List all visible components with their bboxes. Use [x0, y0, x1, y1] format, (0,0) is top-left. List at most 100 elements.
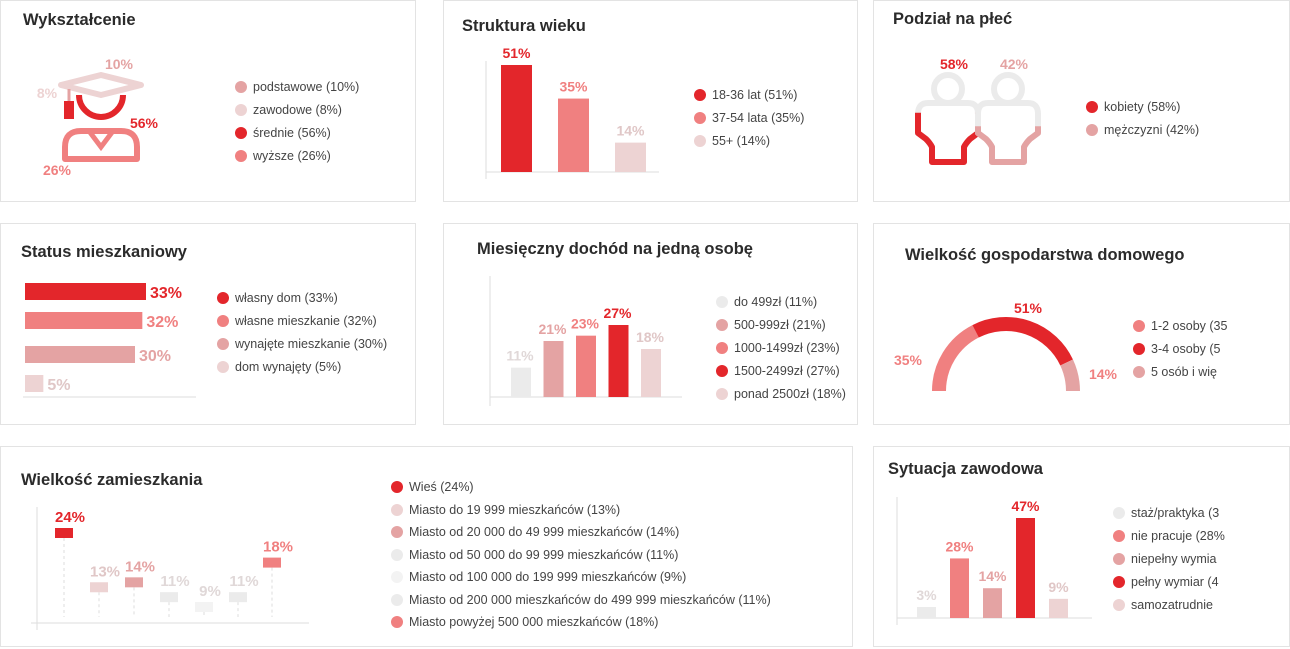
household-chart: 35% 51% 14% [894, 300, 1118, 392]
legend-label: nie pracuje (28% [1131, 529, 1225, 543]
income-chart: 11%21% 23%27%18% [489, 276, 682, 406]
gender-title: Podział na płeć [893, 10, 1013, 28]
legend-dot [391, 593, 403, 606]
data-label: 56% [130, 115, 159, 131]
cap-tassel [64, 101, 74, 119]
legend-label: 37-54 lata (35%) [712, 111, 805, 125]
data-label: 21% [538, 321, 567, 337]
marker [90, 582, 108, 593]
legend-label: 3-4 osoby (5 [1151, 342, 1221, 356]
education-chart: 10% 8% 56% 26% [37, 56, 159, 178]
data-label: 14% [125, 558, 155, 575]
legend-label: 55+ (14%) [712, 134, 771, 148]
data-label: 28% [945, 538, 974, 554]
bar [25, 346, 135, 363]
legend-dot [391, 548, 403, 561]
legend-dot [716, 388, 728, 400]
job-chart: 3% 28%14% 47% 9% [896, 497, 1092, 625]
person-head [931, 72, 965, 106]
legend-dot [716, 296, 728, 308]
legend-dot [391, 571, 403, 583]
legend-label: 5 osób i wię [1151, 365, 1218, 379]
legend-dot [391, 481, 403, 493]
legend-label: Miasto od 20 000 do 49 999 mieszkańców (… [409, 525, 680, 539]
legend-label: Wieś (24%) [409, 480, 474, 494]
legend-dot [1113, 599, 1125, 611]
bar [25, 283, 146, 300]
legend-dot [217, 338, 229, 350]
donut-segment [1060, 359, 1080, 392]
legend-label: Miasto od 50 000 do 99 999 mieszkańców (… [409, 547, 679, 562]
legend-dot [1133, 343, 1145, 355]
data-label: 33% [150, 285, 182, 302]
legend-label: zawodowe (8%) [253, 103, 342, 117]
bar [983, 588, 1002, 618]
bar [950, 558, 969, 618]
data-label: 11% [229, 573, 258, 590]
data-label: 10% [105, 56, 134, 72]
data-label: 32% [146, 314, 178, 331]
person-icon [915, 72, 981, 165]
housing-card: Status mieszkaniowy 33% 32% 30% 5% własny d… [0, 223, 416, 425]
legend-label: Miasto od 100 000 do 199 999 mieszkańców… [409, 570, 687, 584]
legend-dot [1113, 530, 1125, 542]
bar [1016, 518, 1035, 618]
person-body-fill [975, 126, 1041, 165]
bar [543, 341, 564, 397]
legend-label: średnie (56%) [253, 126, 331, 140]
income-card: Miesięczny dochód na jedną osobę 11% 21% 2… [443, 223, 858, 425]
data-label: 51% [1014, 300, 1043, 316]
education-card: Wykształcenie 10% 8% 56% 26% podstawowe (10… [0, 0, 416, 202]
data-label: 14% [616, 123, 645, 139]
legend-dot [235, 81, 247, 93]
marker [195, 602, 213, 612]
residence-title: Wielkość zamieszkania [21, 471, 203, 489]
household-title: Wielkość gospodarstwa domowego [905, 246, 1185, 264]
income-title: Miesięczny dochód na jedną osobę [477, 240, 753, 258]
data-label: 13% [90, 563, 120, 580]
bar [917, 607, 936, 618]
legend-label: 1000-1499zł (23%) [734, 341, 840, 355]
legend-label: kobiety (58%) [1104, 100, 1181, 114]
data-label: 35% [894, 352, 923, 368]
data-label: 18% [263, 539, 293, 556]
person-head [991, 72, 1025, 106]
data-label: 26% [43, 162, 72, 178]
cap-top [58, 72, 144, 98]
donut-segment [972, 317, 1073, 366]
legend-label: ponad 2500zł (18%) [734, 387, 846, 401]
legend-label: niepełny wymia [1131, 552, 1217, 566]
legend-dot [217, 361, 229, 373]
job-card: Sytuacja zawodowa 3% 28% 14% 47% 9% staż/pra… [873, 446, 1290, 647]
person-body [975, 100, 1041, 165]
legend-dot [1133, 320, 1145, 332]
legend-dot [1133, 366, 1145, 378]
residence-chart: 24% 13% 14% 11% 9% 11% 18% [31, 507, 309, 630]
legend-dot [1113, 507, 1125, 519]
donut-segment [932, 325, 980, 392]
data-label: 5% [47, 377, 70, 394]
legend-label: pełny wymiar (4 [1131, 575, 1219, 589]
person-icon [975, 72, 1041, 165]
age-chart: 51% 35% 14% [485, 45, 659, 179]
legend-dot [391, 616, 403, 628]
bar [25, 375, 44, 392]
collar [87, 129, 115, 152]
person-fill [975, 126, 1041, 165]
bar [615, 142, 646, 172]
legend-label: własne mieszkanie (32%) [235, 314, 377, 328]
marker [55, 528, 73, 538]
bar [1049, 598, 1068, 618]
bar [25, 312, 143, 329]
person-body [915, 100, 981, 165]
gender-chart: 58% 42% [915, 56, 1041, 165]
graduation-cap-icon [58, 72, 144, 162]
data-label: 42% [1000, 56, 1029, 72]
bar [501, 65, 532, 172]
data-label: 23% [571, 316, 600, 332]
age-card: Struktura wieku 51% 35% 14% 18-36 lat (51%… [443, 0, 858, 202]
shoulders-outline [62, 128, 140, 162]
legend-label: 18-36 lat (51%) [712, 88, 798, 102]
legend-dot [391, 526, 403, 538]
legend-label: Miasto do 19 999 mieszkańców (13%) [409, 502, 621, 517]
